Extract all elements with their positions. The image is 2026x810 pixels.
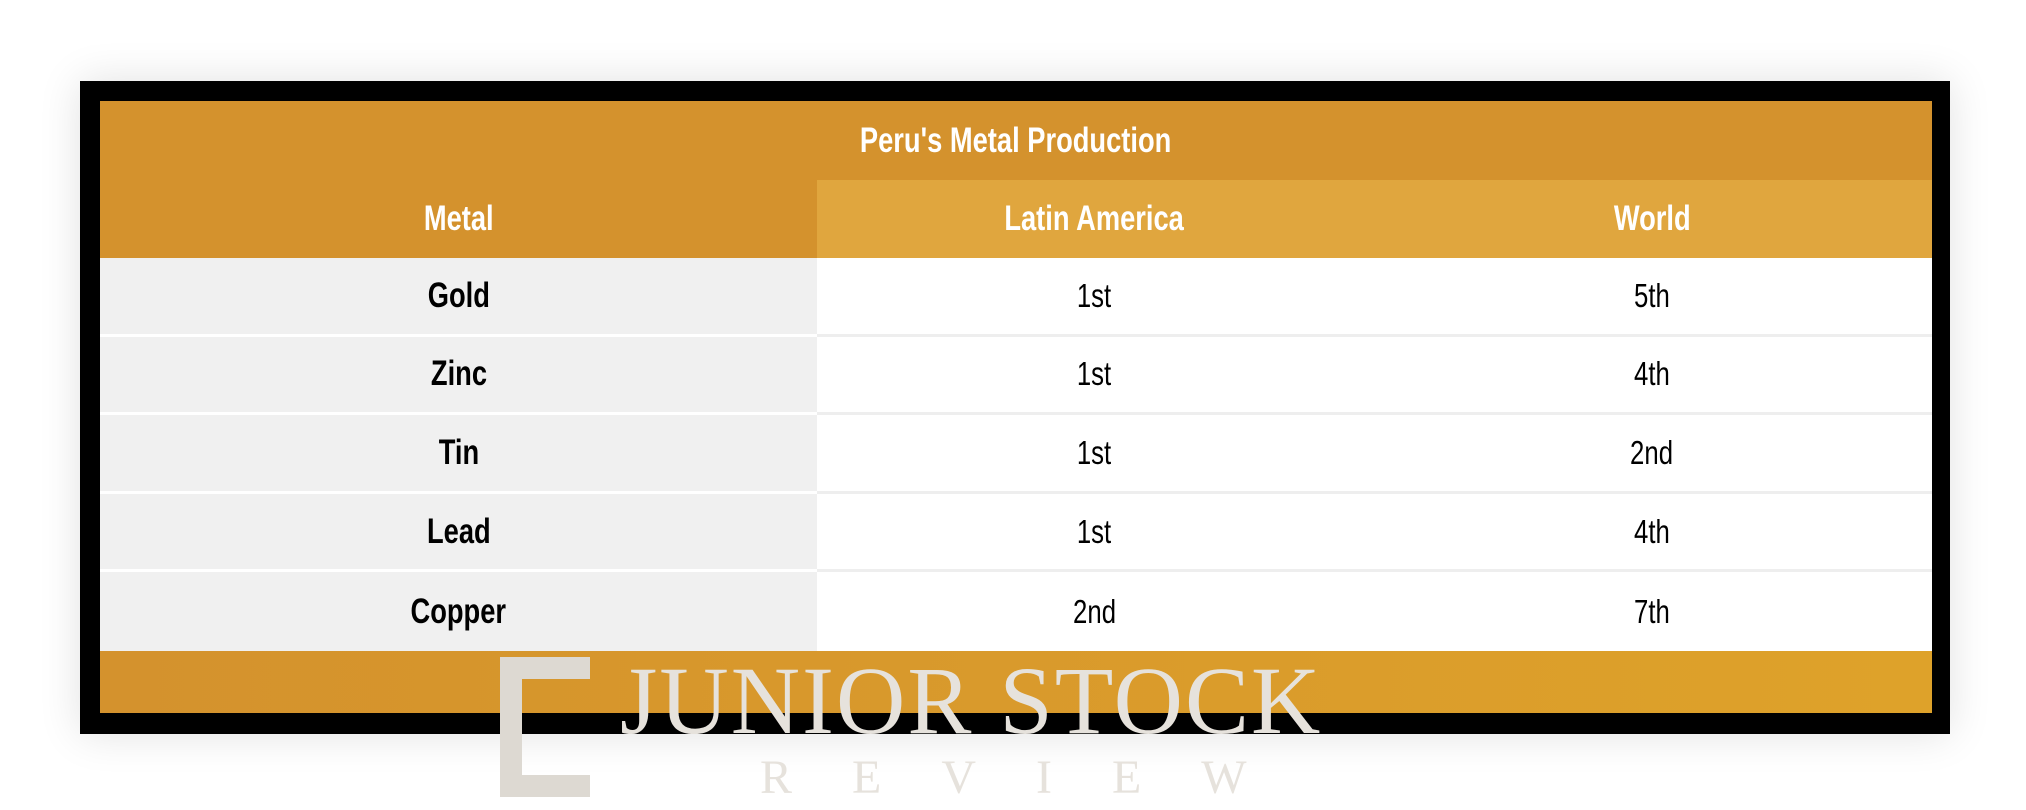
table: Peru's Metal Production Metal Latin Amer…	[100, 101, 1932, 713]
latin-america-cell: 1st	[1077, 276, 1112, 314]
metal-cell: Lead	[426, 511, 491, 551]
latin-america-cell: 1st	[1077, 355, 1112, 393]
latin-america-cell-box: 1st	[817, 336, 1372, 413]
table-footer	[100, 651, 1932, 713]
latin-america-cell-box: 1st	[817, 415, 1372, 491]
table-row: Tin 1st 2nd	[100, 415, 1932, 494]
metal-cell: Gold	[427, 275, 490, 315]
latin-america-cell-box: 1st	[817, 258, 1372, 334]
table-body: Gold 1st 5th Zinc 1st 4th Tin 1st 2nd Le…	[100, 258, 1932, 654]
metal-cell: Copper	[410, 591, 507, 631]
metal-cell-box: Copper	[100, 572, 817, 654]
metal-cell-box: Gold	[100, 258, 817, 337]
metal-cell: Tin	[438, 432, 479, 472]
world-cell-box: 5th	[1372, 258, 1932, 334]
metal-cell-box: Zinc	[100, 336, 817, 416]
header-latin-america: Latin America	[817, 180, 1372, 258]
table-row: Zinc 1st 4th	[100, 336, 1932, 416]
world-cell-box: 4th	[1372, 336, 1932, 413]
header-world: World	[1372, 180, 1932, 258]
world-cell: 7th	[1634, 592, 1670, 630]
table-row: Lead 1st 4th	[100, 493, 1932, 573]
header-label: Metal	[423, 199, 494, 238]
world-cell-box: 4th	[1372, 493, 1932, 570]
header-row: Metal Latin America World	[100, 180, 1932, 258]
world-cell-box: 7th	[1372, 572, 1932, 651]
header-label: World	[1613, 199, 1691, 238]
table-title: Peru's Metal Production	[860, 120, 1172, 160]
latin-america-cell-box: 1st	[817, 493, 1372, 570]
table-frame: Peru's Metal Production Metal Latin Amer…	[80, 81, 1950, 734]
world-cell-box: 2nd	[1372, 415, 1932, 491]
world-cell: 4th	[1634, 512, 1670, 550]
metal-cell: Zinc	[430, 354, 487, 394]
metal-cell-box: Tin	[100, 415, 817, 494]
table-row: Copper 2nd 7th	[100, 572, 1932, 654]
latin-america-cell: 2nd	[1073, 592, 1116, 630]
world-cell: 5th	[1634, 276, 1670, 314]
world-cell: 4th	[1634, 355, 1670, 393]
metal-cell-box: Lead	[100, 493, 817, 573]
latin-america-cell-box: 2nd	[817, 572, 1372, 651]
world-cell: 2nd	[1630, 433, 1674, 471]
watermark-sub: REVIEW	[760, 751, 1307, 804]
table-title-row: Peru's Metal Production	[100, 101, 1932, 180]
latin-america-cell: 1st	[1077, 433, 1112, 471]
table-row: Gold 1st 5th	[100, 258, 1932, 337]
header-metal: Metal	[100, 180, 817, 258]
header-label: Latin America	[1004, 199, 1185, 238]
latin-america-cell: 1st	[1077, 512, 1112, 550]
